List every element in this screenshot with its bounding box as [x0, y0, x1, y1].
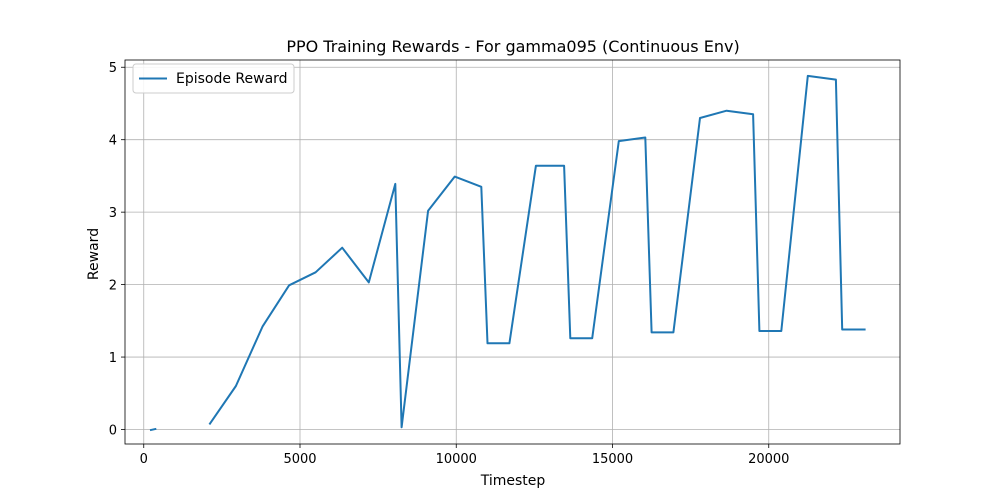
x-axis-ticks: 0 5000 10000 15000 20000 [140, 444, 789, 467]
y-axis-label: Reward [86, 228, 102, 280]
chart-title: PPO Training Rewards - For gamma095 (Con… [286, 37, 739, 56]
series-line-episode-reward [208, 74, 866, 429]
y-tick-label: 3 [109, 206, 117, 221]
y-tick-label: 0 [109, 424, 117, 439]
y-tick-label: 4 [109, 134, 117, 149]
grid-lines [125, 60, 900, 444]
x-tick-label: 10000 [436, 452, 477, 467]
y-tick-label: 2 [109, 279, 117, 294]
x-tick-label: 5000 [283, 452, 316, 467]
series-layer [149, 74, 866, 432]
legend-box [132, 63, 295, 94]
x-tick-label: 0 [140, 452, 148, 467]
series-line-episode-reward [149, 427, 157, 432]
legend: Episode Reward [132, 63, 295, 94]
y-tick-label: 5 [109, 61, 117, 76]
y-axis-ticks: 0 1 2 3 4 5 [109, 61, 125, 439]
x-tick-label: 20000 [748, 452, 789, 467]
x-axis-label: Timestep [480, 473, 546, 489]
legend-label: Episode Reward [176, 71, 288, 87]
y-tick-label: 1 [109, 351, 117, 366]
x-tick-label: 15000 [592, 452, 633, 467]
plot-frame [124, 59, 901, 445]
